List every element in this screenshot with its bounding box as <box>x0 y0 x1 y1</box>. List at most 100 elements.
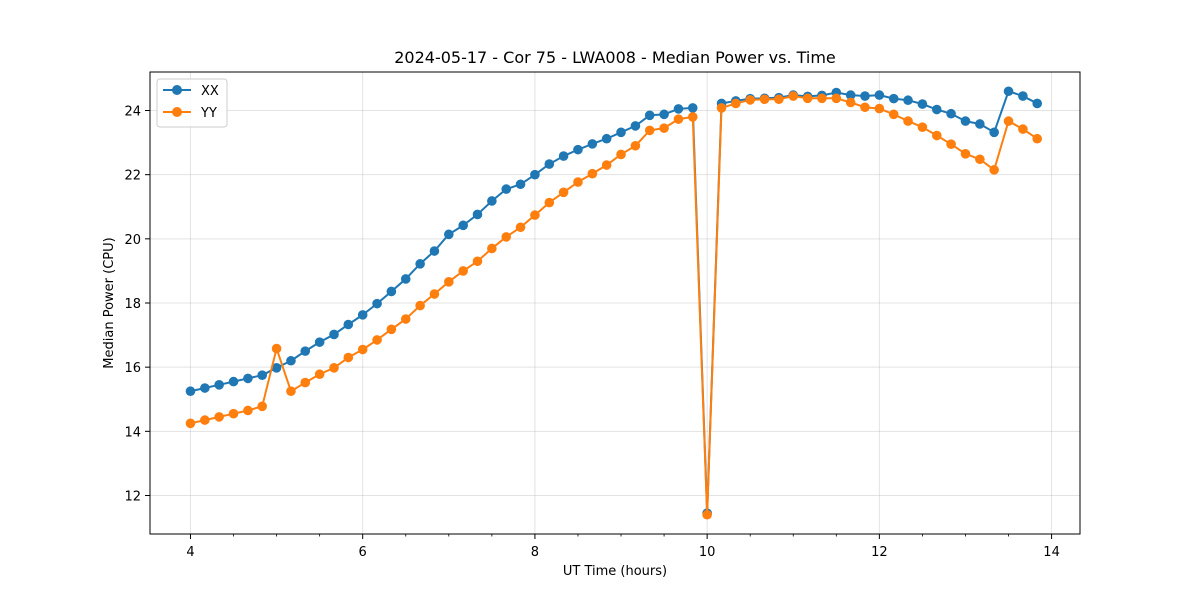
series-yy-point <box>989 165 999 175</box>
series-xx-point <box>329 329 339 340</box>
series-xx-point <box>386 286 397 297</box>
series-yy-point <box>616 149 626 160</box>
series-yy-point <box>243 405 253 416</box>
series-yy-point <box>601 160 612 170</box>
series-yy-point <box>731 98 741 109</box>
series-yy-point <box>444 277 454 287</box>
y-tick-label: 14 <box>124 425 141 440</box>
legend-yy-marker <box>172 107 182 117</box>
series-xx-point <box>903 95 913 106</box>
series-xx-point <box>515 179 526 190</box>
series-xx-point <box>888 93 899 104</box>
x-tick-label: 12 <box>871 545 888 560</box>
series-xx-point <box>472 209 483 220</box>
series-xx-point <box>228 376 239 387</box>
series-yy-point <box>630 140 641 151</box>
series-layer <box>185 86 1042 520</box>
series-yy-point <box>501 232 512 242</box>
series-yy-point <box>429 289 440 299</box>
series-yy-point <box>300 377 311 388</box>
series-xx-point <box>200 383 210 393</box>
series-yy-point <box>687 112 698 122</box>
series-yy-point <box>400 314 411 324</box>
series-xx-point <box>530 169 540 180</box>
series-yy-point <box>558 187 569 198</box>
series-yy-point <box>1003 116 1014 126</box>
series-xx-point <box>343 319 354 330</box>
series-yy-point <box>357 344 368 355</box>
series-yy-point <box>214 412 224 422</box>
series-xx-point <box>989 127 999 138</box>
series-yy-point <box>185 418 196 429</box>
series-yy-point <box>587 168 598 179</box>
series-xx-point <box>874 90 885 100</box>
series-xx-point <box>300 346 311 356</box>
series-yy-point <box>415 300 425 311</box>
legend-xx-label: XX <box>201 84 219 99</box>
series-yy-point <box>472 256 483 267</box>
series-yy-point <box>573 177 583 187</box>
series-xx-point <box>544 159 555 169</box>
series-yy-point <box>286 386 296 397</box>
legend-yy-label: YY <box>200 106 217 121</box>
series-yy-point <box>530 210 540 220</box>
series-yy-point <box>831 93 842 104</box>
series-xx-point <box>845 90 856 100</box>
series-yy-point <box>774 94 784 105</box>
series-xx-point <box>487 196 497 206</box>
y-tick-label: 18 <box>124 297 141 312</box>
series-xx-point <box>286 355 296 366</box>
series-xx-point <box>573 144 583 155</box>
axes-layer: 4 6 8 10 12 14 12 14 16 18 20 22 24 <box>124 105 1059 561</box>
x-tick-label: 14 <box>1043 545 1060 560</box>
series-xx-point <box>616 127 626 138</box>
series-xx-point <box>659 109 669 120</box>
series-yy-point <box>271 343 282 354</box>
series-yy-point <box>1018 124 1028 134</box>
series-xx-point <box>257 370 268 380</box>
series-xx-point <box>400 274 411 284</box>
series-yy-point <box>1032 133 1042 144</box>
series-yy-point <box>946 139 956 149</box>
x-axis-label: UT Time (hours) <box>563 564 667 579</box>
series-xx-point <box>860 91 870 101</box>
series-yy-point <box>673 114 684 124</box>
y-tick-label: 22 <box>124 169 141 184</box>
series-xx-point <box>357 310 368 320</box>
series-xx-point <box>975 119 985 129</box>
y-tick-label: 16 <box>124 361 141 376</box>
series-xx-point <box>917 99 928 109</box>
series-yy-point <box>888 109 899 120</box>
legend-xx-marker <box>172 85 182 95</box>
series-yy-point <box>960 149 971 159</box>
series-yy-point <box>975 154 985 165</box>
series-xx-point <box>1018 91 1028 101</box>
series-yy-point <box>329 363 339 373</box>
x-tick-label: 6 <box>359 545 367 560</box>
y-axis-label: Median Power (CPU) <box>102 237 117 368</box>
series-yy-point <box>903 116 913 126</box>
series-yy-point <box>386 324 397 335</box>
series-xx-point <box>587 139 598 149</box>
legend: XX YY <box>156 78 228 128</box>
series-xx-point <box>946 108 956 119</box>
series-yy <box>185 91 1042 520</box>
series-xx-point <box>1003 86 1014 97</box>
series-yy-point <box>257 401 268 412</box>
series-yy-point <box>228 408 239 419</box>
series-xx-point <box>601 133 612 144</box>
series-yy-point <box>515 222 526 233</box>
series-xx-point <box>1032 98 1042 109</box>
series-xx-point <box>214 380 224 390</box>
x-tick-label: 10 <box>699 545 716 560</box>
x-tick-label: 8 <box>531 545 539 560</box>
y-tick-label: 12 <box>124 490 141 505</box>
grid-lines <box>150 72 1080 534</box>
series-yy-point <box>874 103 885 114</box>
series-xx-point <box>501 184 512 194</box>
series-yy-point <box>759 94 770 105</box>
series-xx-point <box>372 298 382 309</box>
y-tick-label: 20 <box>124 233 141 248</box>
y-tick-label: 24 <box>124 105 141 120</box>
